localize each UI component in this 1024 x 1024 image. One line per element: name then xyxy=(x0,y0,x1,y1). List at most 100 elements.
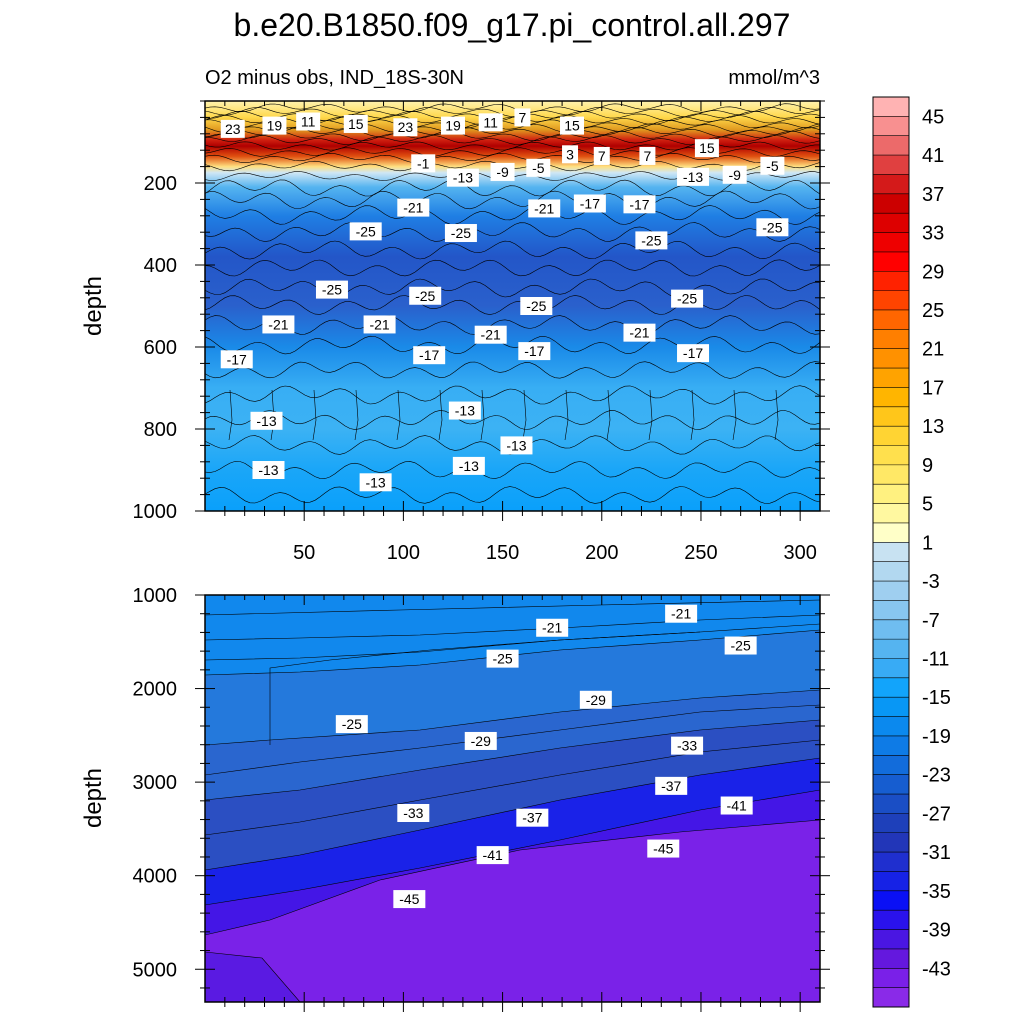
upper-axes: 50 100 150 200 250 300 200 400 600 800 1000 xyxy=(133,100,830,564)
colorbar-swatch xyxy=(873,832,909,853)
contour-label-text: -25 xyxy=(762,219,782,235)
contour-label: -13 xyxy=(452,456,485,475)
contour-label-text: -41 xyxy=(483,847,503,863)
contour-label-box xyxy=(393,890,426,909)
contour-label: -25 xyxy=(444,224,477,243)
contour-label: -13 xyxy=(677,167,710,186)
contour-label: -13 xyxy=(359,473,392,492)
colorbar-label: -35 xyxy=(922,881,951,903)
contour-label-box xyxy=(393,118,418,137)
band-minus-41 xyxy=(205,790,820,935)
y-tick-label: 3000 xyxy=(133,772,178,794)
contour-label: -33 xyxy=(671,736,704,755)
contour-label-box xyxy=(413,346,446,365)
contour-label-text: -21 xyxy=(481,327,501,343)
contour-label: -13 xyxy=(446,168,479,187)
contour-label-box xyxy=(677,167,710,186)
contour-label: -45 xyxy=(393,890,426,909)
contour-label-box xyxy=(262,116,287,135)
contour-label-text: -29 xyxy=(471,733,491,749)
y-tick-label: 1000 xyxy=(133,501,178,523)
colorbar-swatch xyxy=(873,193,909,214)
contour-label: -21 xyxy=(536,618,569,637)
contour-label-box xyxy=(562,145,579,164)
upper-contour-labels: 23 19 11 15 23 19 11 715-13 7 7 15-13 -9 -5-13 -9-5-2… xyxy=(220,108,789,492)
band-minus-29 xyxy=(205,690,820,800)
contour-label: -21 xyxy=(397,198,430,217)
contour-label-box xyxy=(500,436,533,455)
colorbar-label: 41 xyxy=(922,145,944,167)
lower-y-axis-label: depth xyxy=(80,768,107,828)
contour-label-text: -1 xyxy=(417,155,430,171)
contour-label: -25 xyxy=(315,280,348,299)
x-tick-label: 150 xyxy=(486,542,519,564)
contour-label-box xyxy=(560,116,585,135)
contour-label-text: -37 xyxy=(522,810,542,826)
x-tick-label: 250 xyxy=(684,542,717,564)
colorbar-swatch xyxy=(873,484,909,505)
contour-line xyxy=(732,389,737,441)
contour-label-text: -5 xyxy=(766,158,779,174)
band-minus-45 xyxy=(205,820,820,1002)
contour-label-text: -17 xyxy=(683,345,703,361)
contour-label-text: -21 xyxy=(671,606,691,622)
contour-label-box xyxy=(677,344,710,363)
contour-line xyxy=(205,103,820,113)
contour-line xyxy=(205,135,820,145)
contour-label-box xyxy=(446,168,479,187)
contour-label-text: -45 xyxy=(653,841,673,857)
colorbar-label: -15 xyxy=(922,687,951,709)
contour-label-box xyxy=(250,411,283,430)
contour-label-text: 23 xyxy=(225,121,241,137)
contour-label-box xyxy=(448,401,481,420)
colorbar-swatch xyxy=(873,97,909,117)
contour-label: 19 xyxy=(440,116,465,135)
contour-label-text: -21 xyxy=(403,200,423,216)
contour-label: 7 xyxy=(514,108,531,127)
colorbar-swatch xyxy=(873,929,909,950)
colorbar-swatch xyxy=(873,813,909,834)
contour-label: -21 xyxy=(262,315,295,334)
contour-label: -9 xyxy=(490,162,515,181)
contour-label-text: -13 xyxy=(258,462,278,478)
contour-label-text: -45 xyxy=(399,891,419,907)
contour-label: -25 xyxy=(756,218,789,237)
contour-label: -45 xyxy=(647,839,680,858)
contour-label-text: 23 xyxy=(398,119,414,135)
contour-label-text: -37 xyxy=(661,778,681,794)
contour-label: -21 xyxy=(474,325,507,344)
contour-label-box xyxy=(514,108,531,127)
contour-label-box xyxy=(220,350,253,369)
contour-line xyxy=(205,205,820,225)
contour-label-text: 11 xyxy=(301,114,316,130)
contour-label-text: -13 xyxy=(506,437,526,453)
contour-label-text: -13 xyxy=(459,458,479,474)
contour-label: 11 xyxy=(296,112,321,131)
y-tick-label: 600 xyxy=(144,337,177,359)
y-tick-label: 200 xyxy=(144,173,177,195)
contour-label: -5 xyxy=(760,156,785,175)
contour-label-box xyxy=(579,690,612,709)
colorbar-swatch xyxy=(873,910,909,931)
colorbar-label: 13 xyxy=(922,416,944,438)
contour-label: -25 xyxy=(671,289,704,308)
contour-label-box xyxy=(655,776,688,795)
contour-label-box xyxy=(639,146,656,165)
contour-label: -13 xyxy=(250,411,283,430)
colorbar-label: -23 xyxy=(922,765,951,787)
contour-label-box xyxy=(528,199,561,218)
contour-label-box xyxy=(315,280,348,299)
contour-line xyxy=(205,461,820,479)
colorbar-swatch xyxy=(873,174,909,195)
contour-label-text: -13 xyxy=(365,474,385,490)
colorbar-label: 17 xyxy=(922,377,944,399)
contour-line xyxy=(205,259,820,277)
contour-label-text: -25 xyxy=(342,716,362,732)
colorbar-label: -3 xyxy=(922,571,940,593)
contour-label-text: -21 xyxy=(268,316,288,332)
contour-label-box xyxy=(474,325,507,344)
contour-label: -13 xyxy=(448,401,481,420)
contour-label-box xyxy=(516,808,549,827)
x-tick-label: 200 xyxy=(585,542,618,564)
